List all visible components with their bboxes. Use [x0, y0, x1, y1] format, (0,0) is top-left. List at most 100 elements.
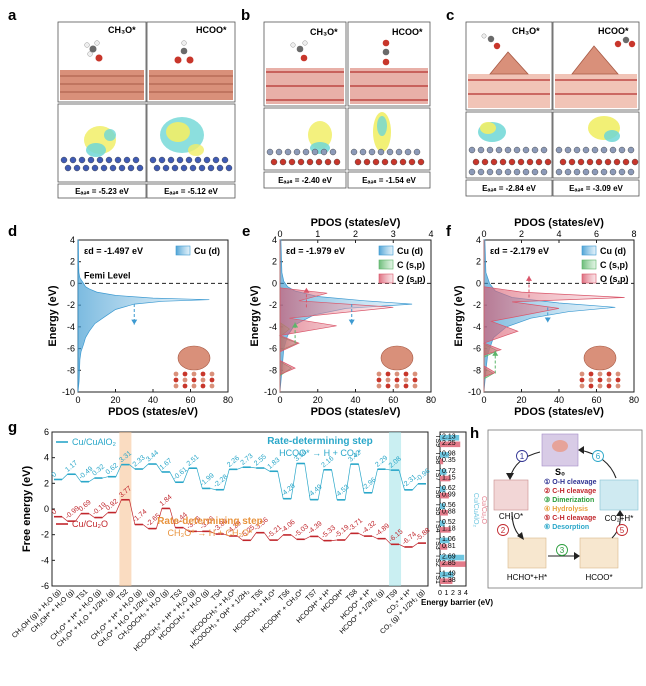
panel-h-hcho-label: HCHO*+H*	[507, 573, 547, 582]
bar	[440, 486, 446, 492]
structure-atom	[579, 383, 585, 389]
panel-c-ads-right: HCOO*	[598, 26, 629, 36]
atom	[60, 156, 68, 164]
legend-label: Cu/Cu₂O	[72, 519, 108, 529]
panel-b: b CH₃O* HCOO*	[241, 7, 431, 189]
atom	[350, 148, 358, 156]
y-axis-label: Energy (eV)	[453, 285, 465, 346]
x-tick-label: 0	[75, 395, 80, 405]
atom	[573, 168, 581, 176]
structure-atom	[173, 377, 179, 383]
x-top-tick-label: 3	[391, 229, 396, 239]
atom	[477, 146, 485, 154]
x-axis-label: PDOS (states/eV)	[514, 406, 604, 418]
atom	[203, 156, 211, 164]
panel-a-slab-right	[149, 40, 233, 100]
bar-category-label: TS3	[434, 537, 441, 550]
atom	[399, 158, 407, 166]
panel-c-eads-right: Eₐₔₛ = -3.09 eV	[569, 184, 623, 193]
atom	[609, 146, 617, 154]
x-top-tick-label: 2	[353, 229, 358, 239]
panel-c-label: c	[446, 7, 454, 24]
x-tick-label: 0	[277, 395, 282, 405]
structure-atom	[588, 377, 594, 383]
atom	[284, 148, 292, 156]
x-top-axis-label: PDOS (states/eV)	[514, 217, 604, 229]
bar	[440, 452, 449, 458]
step-circle-number: 3	[560, 546, 565, 555]
structure-atom	[615, 383, 621, 389]
rds-bottom-title: Rate-determining step	[157, 516, 263, 527]
structure-atom	[606, 383, 612, 389]
cualo2-value-label: 2.33	[132, 454, 147, 468]
rds-highlight	[389, 432, 402, 586]
atom	[132, 156, 140, 164]
bar-x-tick-label: 3	[458, 590, 462, 597]
atom	[600, 168, 608, 176]
step-circle-number: 2	[501, 526, 506, 535]
x-tick-label: 80	[426, 395, 436, 405]
pdos-series-osp	[278, 240, 394, 392]
structure-atom	[191, 377, 197, 383]
structure-atom	[376, 377, 382, 383]
atom	[377, 148, 385, 156]
bar-x-tick-label: 2	[451, 590, 455, 597]
panel-e-label: e	[242, 223, 250, 240]
structure-atom	[615, 377, 621, 383]
y-axis-label: Free energy (eV)	[21, 466, 33, 553]
atom	[221, 156, 229, 164]
panel-a-eads-right-box	[146, 183, 236, 199]
atom	[180, 164, 188, 172]
atom	[176, 156, 184, 164]
atom	[417, 158, 425, 166]
bar	[440, 544, 448, 550]
step-circle-number: 1	[520, 452, 525, 461]
step-circle	[497, 524, 509, 536]
y-tick-label: -4	[473, 322, 481, 332]
x-tick-label: 80	[629, 395, 639, 405]
panel-a-charge-cloud-right	[160, 117, 204, 156]
structure-atom	[412, 383, 418, 389]
y-tick-label: -2	[41, 530, 49, 540]
pdos-series-osp	[482, 240, 625, 392]
atom	[564, 168, 572, 176]
panel-c-ads-left: CH₃O*	[512, 26, 540, 36]
x-tick-label: 80	[223, 395, 233, 405]
structure-atom	[606, 377, 612, 383]
legend-label: O (s,p)	[397, 274, 426, 284]
shift-arrow-head	[292, 322, 299, 328]
atom	[600, 146, 608, 154]
structure-atom	[579, 377, 585, 383]
bar	[440, 458, 444, 465]
panel-h-arrow-heads	[506, 446, 624, 560]
atom	[468, 168, 476, 176]
bar	[440, 492, 449, 499]
atom	[194, 156, 202, 164]
atom	[288, 158, 296, 166]
structure-atom	[209, 377, 215, 383]
atom	[613, 158, 621, 166]
atom	[555, 168, 563, 176]
structure-atom	[394, 371, 400, 377]
y-tick-label: 4	[70, 235, 75, 245]
bar-value-label: 2.85	[442, 560, 456, 567]
bar-value-label: 0.56	[442, 502, 456, 509]
atom	[73, 164, 81, 172]
panel-h-ch3o-label: CH₃O*	[499, 512, 523, 521]
atom	[69, 156, 77, 164]
panel-b-atom-rows	[266, 148, 425, 166]
bar	[440, 510, 448, 516]
atom	[604, 158, 612, 166]
cu2o-value-label: -5.88	[415, 527, 432, 543]
legend-swatch	[581, 245, 597, 256]
atom	[136, 164, 144, 172]
atom	[189, 164, 197, 172]
atom	[266, 148, 274, 156]
bar-value-label: 1.38	[442, 577, 456, 584]
y-tick-label: -6	[473, 344, 481, 354]
atom	[395, 148, 403, 156]
atom	[535, 158, 543, 166]
structure-atom	[191, 371, 197, 377]
fermi-label: Femi Level	[84, 270, 131, 280]
